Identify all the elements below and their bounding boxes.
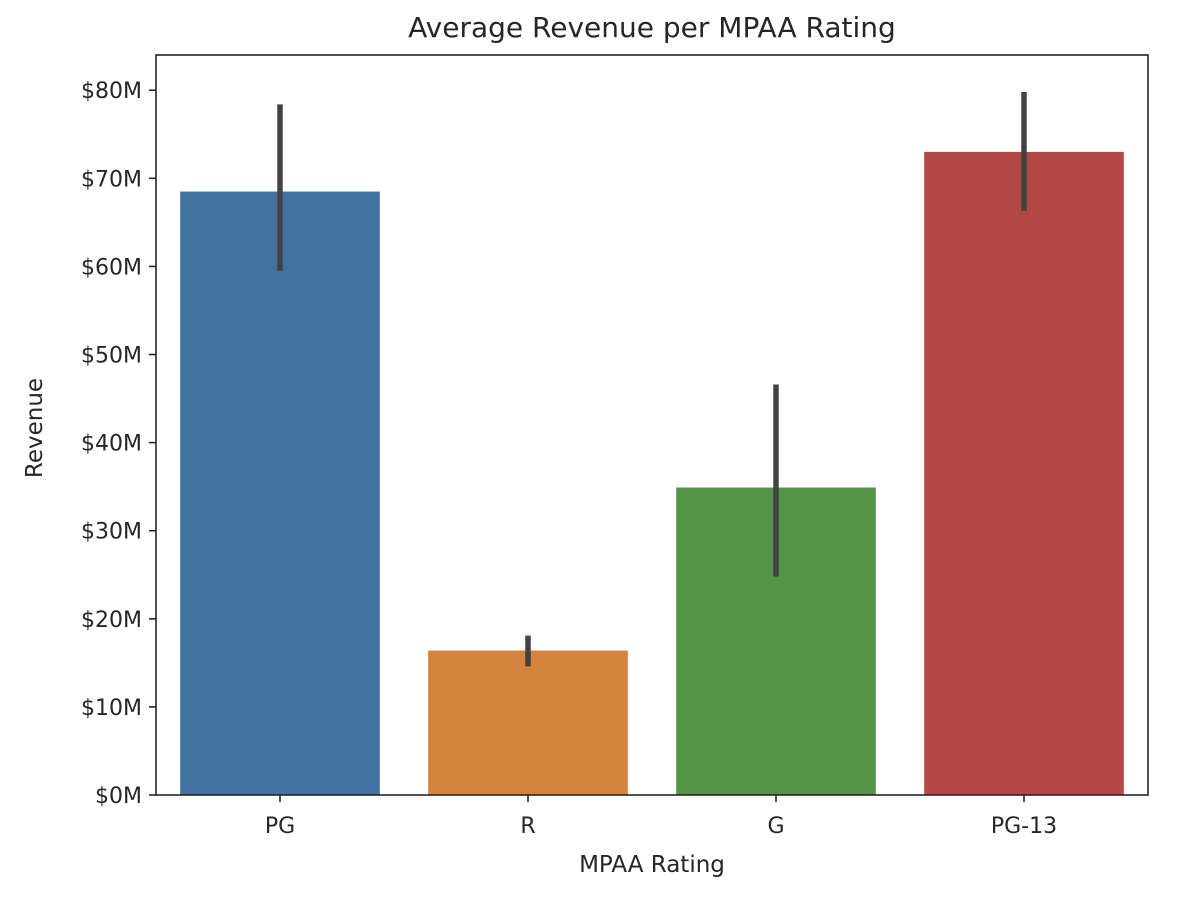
y-tick-label-30: $30M — [81, 520, 142, 545]
y-tick-label-40: $40M — [81, 432, 142, 457]
plot-frame — [155, 54, 1149, 796]
y-axis-title: Revenue — [22, 378, 48, 478]
bar-pg — [180, 191, 380, 796]
y-tick-label-60: $60M — [81, 255, 142, 280]
error-bars-layer — [277, 92, 1027, 667]
chart-title: Average Revenue per MPAA Rating — [408, 11, 896, 44]
y-tick-label-0: $0M — [95, 784, 142, 809]
bars-layer — [180, 151, 1124, 796]
y-axis: $0M $10M $20M $30M $40M $50M $60M $70M $80M — [81, 79, 156, 809]
y-tick-label-80: $80M — [81, 79, 142, 104]
x-tick-label-pg-13: PG-13 — [991, 814, 1057, 839]
x-tick-label-r: R — [520, 814, 535, 839]
bar-pg-13 — [924, 151, 1124, 795]
x-axis-title: MPAA Rating — [579, 852, 725, 878]
y-tick-label-70: $70M — [81, 167, 142, 192]
bar-r — [428, 650, 628, 795]
y-tick-label-20: $20M — [81, 608, 142, 633]
x-axis: PG R G PG-13 — [265, 795, 1057, 839]
x-tick-label-pg: PG — [265, 814, 295, 839]
y-tick-label-50: $50M — [81, 344, 142, 369]
x-tick-label-g: G — [767, 814, 784, 839]
y-tick-label-10: $10M — [81, 696, 142, 721]
